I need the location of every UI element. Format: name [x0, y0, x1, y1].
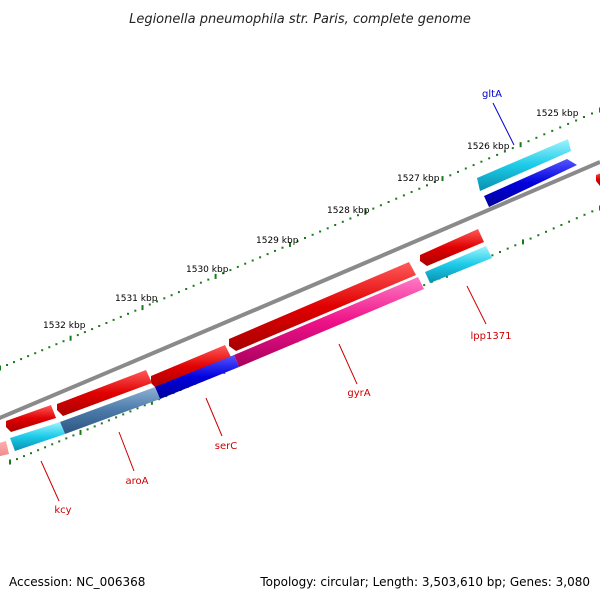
kbp-label: 1529 kbp [256, 236, 299, 246]
gene-bar[interactable] [420, 229, 484, 266]
gene-label-lpp1371[interactable]: lpp1371 [471, 331, 512, 342]
kbp-label: 1531 kbp [115, 294, 158, 304]
map-title: Legionella pneumophila str. Paris, compl… [129, 12, 471, 27]
gene-label-kcy[interactable]: kcy [54, 505, 71, 516]
gene-bar[interactable] [596, 172, 600, 186]
leader-aroA [118, 431, 135, 472]
gene-bar[interactable] [229, 262, 416, 351]
leader-lpp1371 [466, 285, 487, 325]
kbp-label: 1530 kbp [186, 265, 229, 275]
gene-bar[interactable] [0, 441, 9, 457]
leader-serC [205, 397, 223, 437]
topology-text: Topology: circular; Length: 3,503,610 bp… [259, 575, 590, 589]
gene-bar[interactable] [151, 345, 231, 389]
kbp-label: 1532 kbp [43, 321, 86, 331]
kbp-label: 1527 kbp [397, 174, 440, 184]
kbp-label: 1528 kbp [327, 206, 370, 216]
accession-text: Accession: NC_006368 [9, 575, 145, 589]
gene-aroA-bar[interactable] [60, 387, 160, 434]
gene-bar[interactable] [484, 159, 577, 207]
gene-lpp1371-bar[interactable] [425, 246, 492, 283]
gene-serC-bar[interactable] [155, 355, 239, 399]
genes-reverse-strand [0, 159, 577, 457]
gene-labels: gltA lpp1371 gyrA serC aroA kcy [54, 89, 511, 516]
gene-leader-lines [40, 102, 515, 502]
leader-kcy [40, 460, 60, 502]
leader-gyrA [338, 343, 358, 385]
kbp-label: 1526 kbp [467, 142, 510, 152]
gene-gyrA-bar[interactable] [234, 277, 424, 367]
tick-track-outer [0, 107, 600, 371]
gene-bar[interactable] [6, 405, 56, 432]
kbp-labels: 1525 kbp 1526 kbp 1527 kbp 1528 kbp 1529… [43, 109, 579, 331]
kbp-label: 1525 kbp [536, 109, 579, 119]
gene-label-gyrA[interactable]: gyrA [347, 388, 370, 399]
gene-label-serC[interactable]: serC [215, 441, 237, 452]
gene-bar[interactable] [57, 370, 152, 416]
genes-forward-strand [6, 139, 600, 432]
leader-gltA [492, 102, 515, 146]
gene-gltA-bar[interactable] [477, 139, 571, 191]
gene-label-gltA[interactable]: gltA [482, 89, 502, 100]
gene-label-aroA[interactable]: aroA [126, 476, 149, 487]
genome-backbone [0, 160, 600, 420]
gene-kcy-bar[interactable] [10, 422, 65, 451]
